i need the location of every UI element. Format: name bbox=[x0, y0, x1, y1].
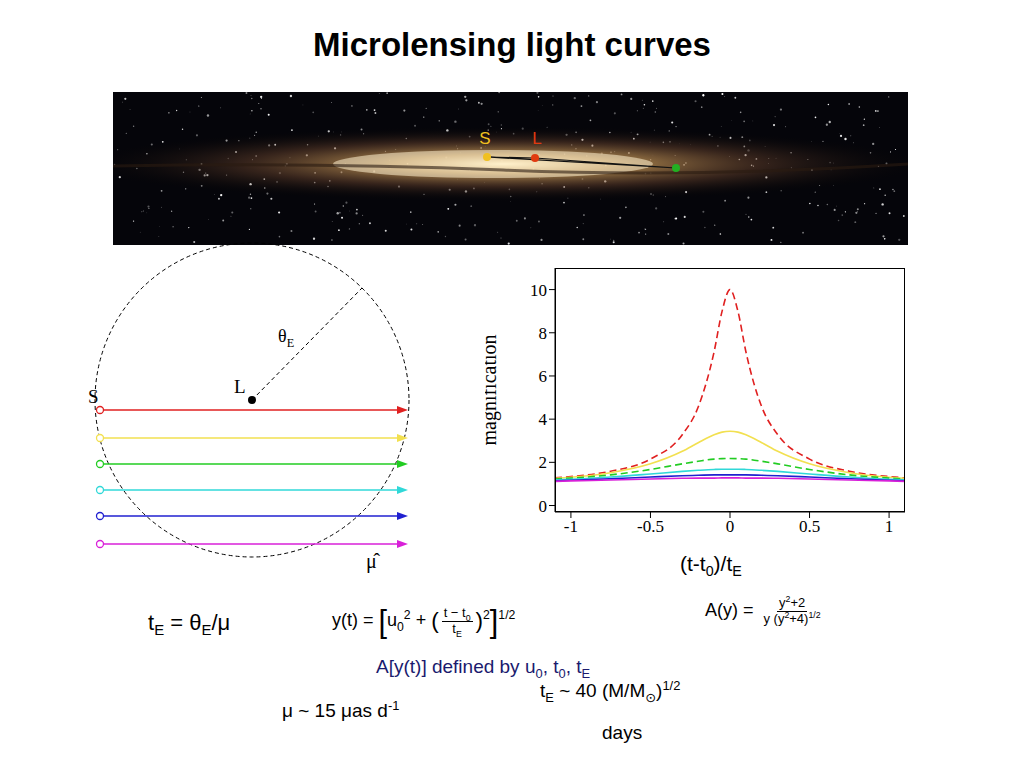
svg-text:-1: -1 bbox=[564, 517, 578, 536]
html-text:L: L bbox=[234, 376, 246, 397]
html-text:A[y(t)] defined by u0, t0, tE: A[y(t)] defined by u0, t0, tE bbox=[376, 656, 591, 681]
html-text:(t-t0)/tE: (t-t0)/tE bbox=[680, 552, 742, 580]
html-text:1/2: 1/2 bbox=[498, 608, 516, 623]
html-text:y2+2: y2+2 bbox=[779, 593, 806, 610]
html-text:days: days bbox=[602, 722, 643, 743]
html-text:A(y) =: A(y) = bbox=[705, 600, 759, 621]
html-text:Microlensing light curves: Microlensing light curves bbox=[313, 26, 711, 63]
html-text:μ̂: μ̂ bbox=[366, 550, 377, 572]
svg-text:2: 2 bbox=[539, 453, 548, 472]
svg-text:0: 0 bbox=[726, 517, 735, 536]
svg-text:magnification: magnification bbox=[485, 334, 501, 445]
svg-text:4: 4 bbox=[539, 410, 548, 429]
svg-text:0.5: 0.5 bbox=[799, 517, 820, 536]
html-text:tE~ 40 (M/M⊙)1/2: tE~ 40 (M/M⊙)1/2 bbox=[540, 677, 681, 705]
html-text:θE: θE bbox=[278, 326, 295, 350]
svg-text:-0.5: -0.5 bbox=[637, 517, 664, 536]
html-text:tE= θE/μ: tE= θE/μ bbox=[148, 610, 231, 639]
svg-text:1: 1 bbox=[885, 517, 894, 536]
html-text:μ ~ 15 μas d-1: μ ~ 15 μas d-1 bbox=[282, 697, 400, 721]
html-text:S: S bbox=[88, 386, 99, 407]
svg-text:6: 6 bbox=[539, 367, 548, 386]
html-text:tE: tE bbox=[452, 620, 462, 639]
html-text:y(t) =[u0: y(t) =[u0 bbox=[332, 604, 404, 639]
html-text:y (y2+4)1/2: y (y2+4)1/2 bbox=[763, 609, 821, 626]
svg-text:L: L bbox=[532, 129, 541, 148]
html-text:)2: )2 bbox=[475, 608, 490, 634]
svg-text:0: 0 bbox=[539, 497, 548, 516]
html-text:2+( t − t0: 2+( t − t0 bbox=[403, 605, 471, 634]
svg-text:8: 8 bbox=[539, 324, 548, 343]
svg-text:10: 10 bbox=[530, 281, 547, 300]
svg-text:S: S bbox=[479, 129, 490, 148]
